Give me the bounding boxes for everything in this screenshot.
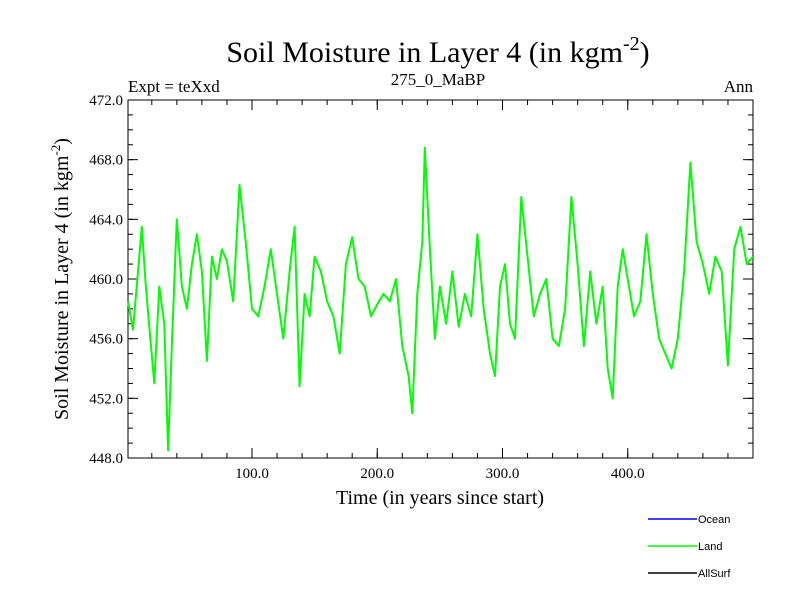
legend: Ocean Land AllSurf	[648, 514, 731, 580]
minor-ticks	[128, 99, 753, 459]
y-axis-title-superscript: -2	[48, 145, 63, 156]
chart-title-suffix: )	[640, 36, 650, 69]
y-tick-label: 472.0	[89, 93, 123, 109]
y-tick-label: 468.0	[89, 153, 123, 169]
y-tick-label: 448.0	[89, 451, 123, 467]
y-axis-title-suffix: )	[51, 138, 73, 145]
y-tick-label: 464.0	[89, 212, 123, 228]
legend-label-land: Land	[698, 541, 722, 553]
x-tick-label: 300.0	[486, 466, 520, 482]
y-axis-ticks: 448.0 452.0 456.0 460.0 464.0 468.0 472.0	[89, 93, 753, 467]
chart-title-superscript: -2	[623, 33, 640, 55]
y-tick-label: 460.0	[89, 272, 123, 288]
chart-title: Soil Moisture in Layer 4 (in kgm-2)	[226, 33, 649, 69]
y-axis-title: Soil Moisture in Layer 4 (in kgm-2)	[48, 138, 73, 420]
legend-label-ocean: Ocean	[698, 514, 730, 526]
chart-title-main: Soil Moisture in Layer 4 (in kgm	[226, 36, 623, 69]
season-label: Ann	[724, 77, 754, 96]
legend-label-allsurf: AllSurf	[698, 568, 731, 580]
y-tick-label: 456.0	[89, 332, 123, 348]
experiment-label: Expt = teXxd	[128, 77, 220, 96]
x-axis-title: Time (in years since start)	[336, 487, 544, 509]
run-label: 275_0_MaBP	[391, 70, 485, 89]
y-tick-label: 452.0	[89, 391, 123, 407]
plot-frame	[127, 99, 754, 459]
x-axis-ticks: 100.0 200.0 300.0 400.0	[235, 100, 645, 482]
x-tick-label: 100.0	[235, 466, 269, 482]
land-series-line	[127, 146, 754, 452]
x-tick-label: 200.0	[360, 466, 394, 482]
x-tick-label: 400.0	[611, 466, 645, 482]
y-axis-title-main: Soil Moisture in Layer 4 (in kgm	[51, 155, 73, 420]
